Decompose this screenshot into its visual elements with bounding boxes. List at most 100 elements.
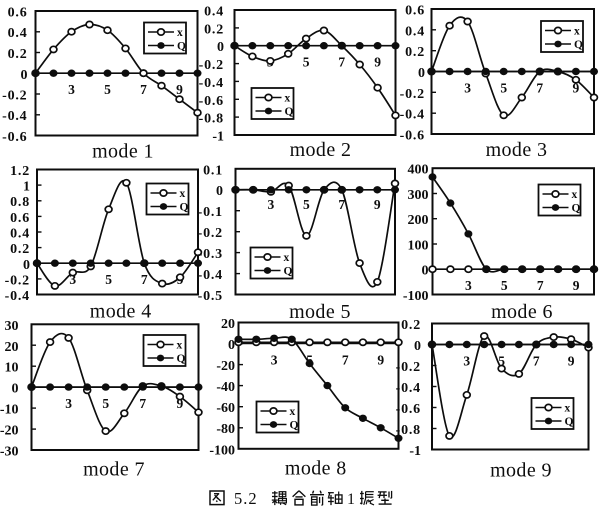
svg-text:0.2: 0.2 [204, 22, 224, 37]
svg-text:5: 5 [498, 354, 505, 369]
svg-text:9: 9 [374, 197, 381, 212]
svg-text:3: 3 [69, 272, 76, 287]
svg-text:0: 0 [23, 258, 30, 273]
svg-text:-100: -100 [403, 289, 429, 304]
svg-text:0.2: 0.2 [405, 45, 425, 60]
svg-text:0.4: 0.4 [8, 26, 28, 41]
svg-text:-20: -20 [0, 424, 19, 439]
svg-text:mode 2: mode 2 [290, 139, 352, 161]
svg-text:-0.6: -0.6 [199, 94, 224, 109]
svg-text:5: 5 [105, 272, 112, 287]
svg-text:0.6: 0.6 [10, 211, 30, 226]
svg-text:5: 5 [501, 278, 508, 293]
svg-text:-0.2: -0.2 [2, 89, 27, 104]
svg-text:7: 7 [536, 81, 543, 96]
svg-text:x: x [180, 188, 186, 200]
svg-text:7: 7 [342, 353, 349, 368]
svg-text:0.4: 0.4 [10, 227, 30, 242]
svg-text:3: 3 [268, 197, 275, 212]
svg-text:0.4: 0.4 [204, 5, 224, 20]
svg-text:200: 200 [408, 213, 429, 228]
svg-text:0.2: 0.2 [401, 318, 421, 333]
svg-text:7: 7 [139, 396, 146, 411]
svg-text:7: 7 [533, 354, 540, 369]
svg-text:mode 5: mode 5 [289, 301, 351, 323]
svg-text:mode 3: mode 3 [486, 139, 548, 161]
svg-text:mode 8: mode 8 [285, 458, 347, 480]
svg-text:3: 3 [463, 354, 470, 369]
svg-text:Q: Q [180, 202, 189, 214]
svg-text:-0.2: -0.2 [396, 360, 421, 375]
svg-text:0.6: 0.6 [8, 6, 28, 21]
svg-text:300: 300 [408, 188, 429, 203]
svg-text:-40: -40 [216, 380, 235, 395]
svg-text:mode 4: mode 4 [90, 301, 152, 323]
svg-text:-0.2: -0.2 [5, 273, 30, 288]
svg-text:0.4: 0.4 [405, 24, 425, 39]
svg-text:Q: Q [572, 203, 581, 215]
svg-text:9: 9 [177, 396, 184, 411]
svg-text:7: 7 [338, 55, 345, 70]
svg-text:x: x [177, 27, 183, 39]
svg-text:x: x [290, 406, 296, 418]
svg-text:7: 7 [141, 272, 148, 287]
svg-text:mode 1: mode 1 [92, 141, 154, 163]
svg-text:3: 3 [68, 82, 75, 97]
svg-text:10: 10 [5, 361, 19, 376]
svg-text:Q: Q [285, 106, 294, 118]
svg-text:0: 0 [217, 40, 224, 55]
svg-text:Q: Q [290, 420, 299, 432]
svg-text:0.1: 0.1 [203, 163, 223, 178]
svg-text:x: x [177, 340, 183, 352]
svg-text:0: 0 [422, 264, 429, 279]
svg-text:9: 9 [568, 354, 575, 369]
svg-text:5: 5 [104, 82, 111, 97]
svg-text:3: 3 [65, 396, 72, 411]
svg-text:0: 0 [21, 68, 28, 83]
svg-text:-60: -60 [216, 401, 235, 416]
svg-text:7: 7 [537, 278, 544, 293]
svg-text:5: 5 [303, 197, 310, 212]
svg-text:3: 3 [464, 81, 471, 96]
svg-text:9: 9 [374, 55, 381, 70]
svg-text:0.2: 0.2 [8, 47, 28, 62]
svg-text:-0.4: -0.4 [198, 268, 223, 283]
svg-text:-0.2: -0.2 [400, 87, 425, 102]
svg-text:-0.5: -0.5 [198, 289, 223, 304]
svg-text:-0.8: -0.8 [396, 423, 421, 438]
svg-text:5: 5 [102, 396, 109, 411]
svg-text:x: x [572, 189, 578, 201]
svg-text:Q: Q [574, 39, 583, 51]
svg-text:5: 5 [303, 55, 310, 70]
svg-text:9: 9 [573, 81, 580, 96]
svg-text:0: 0 [12, 382, 19, 397]
svg-text:1.2: 1.2 [10, 164, 30, 179]
svg-text:0.2: 0.2 [10, 242, 30, 257]
svg-text:Q: Q [177, 41, 186, 53]
svg-text:-0.4: -0.4 [400, 108, 425, 123]
svg-text:-0.4: -0.4 [199, 76, 224, 91]
svg-text:-0.4: -0.4 [2, 109, 27, 124]
svg-text:Q: Q [565, 416, 574, 428]
svg-text:0.6: 0.6 [405, 4, 425, 19]
svg-text:mode 9: mode 9 [490, 460, 552, 482]
svg-text:mode 7: mode 7 [83, 459, 145, 481]
svg-text:Q: Q [284, 266, 293, 278]
svg-text:-0.8: -0.8 [199, 112, 224, 127]
svg-text:1: 1 [23, 180, 30, 195]
svg-text:-100: -100 [209, 443, 235, 458]
svg-text:5: 5 [500, 81, 507, 96]
svg-text:mode 6: mode 6 [491, 301, 553, 323]
svg-text:x: x [565, 403, 571, 415]
svg-text:-0.2: -0.2 [198, 226, 223, 241]
svg-text:0: 0 [414, 339, 421, 354]
svg-text:9: 9 [377, 353, 384, 368]
svg-text:-0.6: -0.6 [396, 402, 421, 417]
svg-text:7: 7 [338, 197, 345, 212]
svg-text:20: 20 [221, 317, 235, 332]
svg-text:5.2: 5.2 [234, 489, 258, 508]
svg-text:x: x [285, 93, 291, 105]
svg-text:30: 30 [5, 319, 19, 334]
svg-text:9: 9 [176, 82, 183, 97]
svg-text:20: 20 [5, 340, 19, 355]
